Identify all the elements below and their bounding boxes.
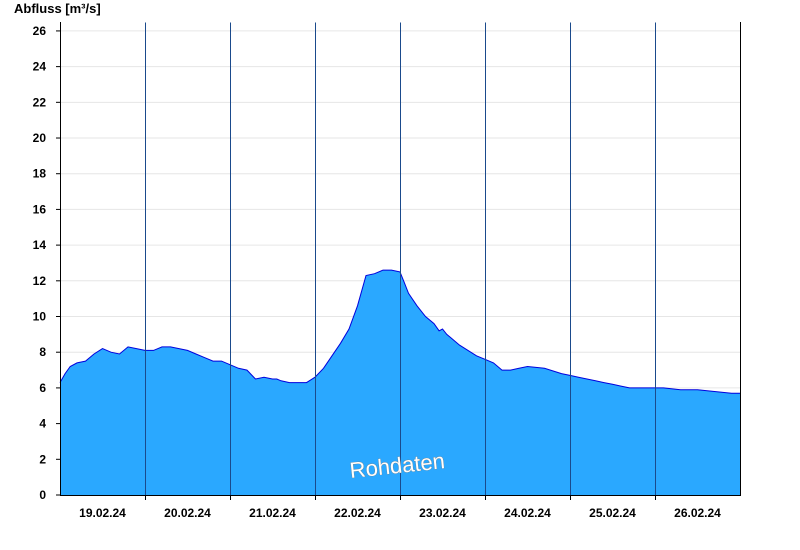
y-axis-label: Abfluss [m³/s]	[14, 1, 101, 16]
y-tick-label: 20	[33, 131, 47, 145]
y-tick-label: 6	[39, 381, 46, 395]
y-tick-label: 18	[33, 167, 47, 181]
x-tick-label: 20.02.24	[164, 506, 211, 520]
y-tick-label: 2	[39, 452, 46, 466]
x-tick-label: 22.02.24	[334, 506, 381, 520]
day-separator-lines	[145, 22, 656, 495]
x-tick-label: 23.02.24	[419, 506, 466, 520]
y-tick-label: 4	[39, 417, 46, 431]
y-tick-label: 0	[39, 488, 46, 502]
x-tick-label: 21.02.24	[249, 506, 296, 520]
y-tick-label: 24	[33, 60, 47, 74]
y-tick-label: 8	[39, 345, 46, 359]
y-tick-label: 22	[33, 95, 47, 109]
x-tick-labels: 19.02.24 20.02.24 21.02.24 22.02.24 23.02.24…	[79, 506, 721, 520]
y-tick-label: 10	[33, 310, 47, 324]
x-tick-label: 19.02.24	[79, 506, 126, 520]
x-tick-label: 24.02.24	[504, 506, 551, 520]
y-tick-label: 26	[33, 24, 47, 38]
y-tick-label: 14	[33, 238, 47, 252]
x-tick-label: 26.02.24	[674, 506, 721, 520]
y-tick-label: 16	[33, 202, 47, 216]
y-tick-label: 12	[33, 274, 47, 288]
discharge-line	[59, 269, 740, 394]
x-tick-label: 25.02.24	[589, 506, 636, 520]
axes	[56, 22, 741, 500]
